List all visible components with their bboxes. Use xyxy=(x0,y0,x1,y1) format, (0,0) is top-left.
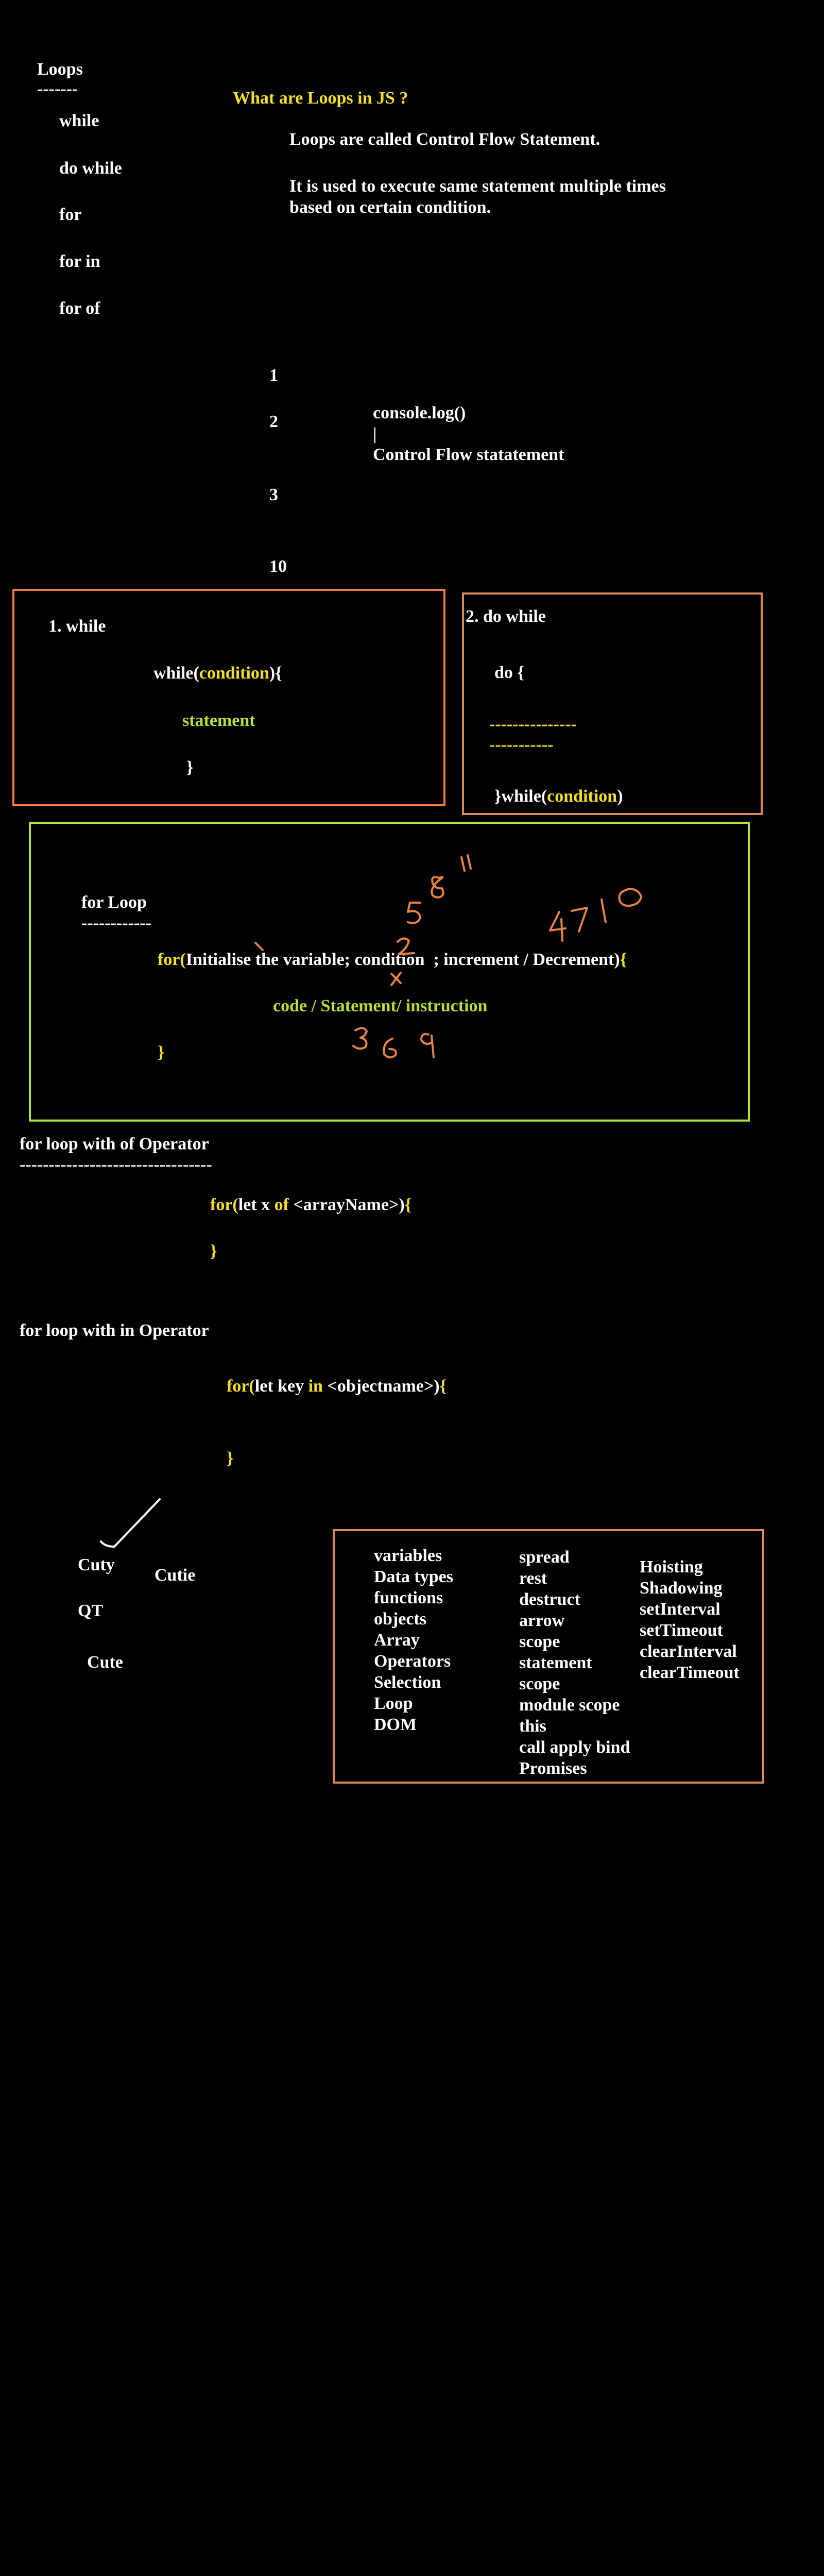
topic-col1-item: Loop xyxy=(374,1694,413,1713)
topic-col2-item: Promises xyxy=(519,1759,587,1778)
while-statement: statement xyxy=(182,711,255,730)
for-loop-underline: ------------ xyxy=(81,913,151,933)
do-while-close-pre: }while( xyxy=(494,787,547,806)
do-while-close: }while(condition) xyxy=(494,788,623,805)
while-title: 1. while xyxy=(48,617,106,636)
for-of-open: { xyxy=(404,1195,412,1214)
for-loop-brace: } xyxy=(158,1043,165,1062)
number-3: 3 xyxy=(269,485,278,504)
do-while-dash-1: --------------- xyxy=(489,715,577,734)
for-syntax-body: Initialise the variable; condition ; inc… xyxy=(185,950,620,969)
for-loop-statement: code / Statement/ instruction xyxy=(273,996,488,1015)
while-close: ){ xyxy=(269,664,282,683)
for-in-keyword: for( xyxy=(227,1377,255,1396)
while-keyword: while( xyxy=(153,664,199,683)
for-of-underline: --------------------------------- xyxy=(20,1155,212,1174)
topic-col2-item: module scope xyxy=(519,1696,620,1715)
for-of-title: for loop with of Operator xyxy=(20,1134,209,1154)
topic-col3-item: Shadowing xyxy=(640,1579,723,1598)
for-in-open: { xyxy=(439,1377,447,1396)
for-keyword: for( xyxy=(158,950,186,969)
for-open-brace: { xyxy=(620,950,627,969)
topic-col3-item: clearInterval xyxy=(640,1642,737,1661)
for-of-brace: } xyxy=(210,1242,217,1261)
for-of-keyword: for( xyxy=(210,1195,238,1214)
topic-col1-item: Data types xyxy=(374,1567,453,1586)
intro-line-2: It is used to execute same statement mul… xyxy=(289,177,666,196)
do-while-open: do { xyxy=(494,663,524,682)
for-of-post: <arrayName>) xyxy=(288,1195,405,1214)
for-in-operator: in xyxy=(308,1377,323,1396)
while-syntax: while(condition){ xyxy=(153,665,282,682)
name-qt: QT xyxy=(78,1601,104,1620)
console-note-line-3: Control Flow statatement xyxy=(373,445,564,464)
for-loop-syntax: for(Initialise the variable; condition ;… xyxy=(158,951,627,969)
topic-col2-item: call apply bind xyxy=(519,1738,630,1757)
for-in-syntax: for(let key in <objectname>){ xyxy=(227,1378,447,1395)
do-while-dash-2: ----------- xyxy=(489,735,554,754)
while-condition: condition xyxy=(199,664,269,683)
topic-col1-item: Selection xyxy=(374,1673,441,1692)
topic-col3-item: Hoisting xyxy=(640,1557,703,1577)
name-cutie: Cutie xyxy=(154,1566,196,1585)
topic-col3-item: clearTimeout xyxy=(640,1663,740,1682)
for-in-title: for loop with in Operator xyxy=(20,1321,209,1340)
sidebar-item-for: for xyxy=(59,205,82,224)
for-in-pre: let key xyxy=(254,1377,308,1396)
for-in-post: <objectname>) xyxy=(322,1377,440,1396)
while-box xyxy=(12,589,445,806)
topic-col2-item: statement xyxy=(519,1653,592,1672)
topic-col1-item: objects xyxy=(374,1609,426,1629)
do-while-title: 2. do while xyxy=(466,607,546,626)
number-2: 2 xyxy=(269,412,278,431)
topic-col2-item: destruct xyxy=(519,1590,580,1609)
for-of-operator: of xyxy=(274,1195,289,1214)
sidebar-item-for-in: for in xyxy=(59,252,100,271)
topic-col2-item: scope xyxy=(519,1674,560,1693)
for-in-brace: } xyxy=(227,1449,234,1468)
topic-col2-item: spread xyxy=(519,1548,570,1567)
topic-col1-item: Operators xyxy=(374,1652,451,1671)
do-while-condition: condition xyxy=(547,787,617,806)
sidebar-underline: ------- xyxy=(37,79,78,98)
while-brace: } xyxy=(186,758,194,777)
topic-col1-item: DOM xyxy=(374,1715,417,1734)
intro-line-3: based on certain condition. xyxy=(289,198,491,217)
topic-col2-item: arrow xyxy=(519,1611,565,1630)
sidebar-title: Loops xyxy=(37,60,83,79)
number-1: 1 xyxy=(269,366,278,385)
number-10: 10 xyxy=(269,557,287,576)
topics-box xyxy=(333,1529,764,1784)
console-note-line-1: console.log() xyxy=(373,403,466,422)
sidebar-item-do-while: do while xyxy=(59,159,122,178)
topic-col3-item: setTimeout xyxy=(640,1621,723,1640)
for-of-pre: let x xyxy=(238,1195,274,1214)
console-note-line-2: | xyxy=(373,425,377,444)
intro-heading: What are Loops in JS ? xyxy=(233,89,408,108)
topic-col1-item: variables xyxy=(374,1546,442,1565)
topic-col3-item: setInterval xyxy=(640,1600,720,1619)
sidebar-item-while: while xyxy=(59,111,99,130)
topic-col1-item: Array xyxy=(374,1631,420,1650)
topic-col2-item: this xyxy=(519,1717,546,1736)
name-cute: Cute xyxy=(87,1653,123,1672)
intro-line-1: Loops are called Control Flow Statement. xyxy=(289,130,600,149)
topic-col2-item: scope xyxy=(519,1632,560,1651)
for-loop-title: for Loop xyxy=(81,893,147,912)
for-of-syntax: for(let x of <arrayName>){ xyxy=(210,1196,411,1214)
name-cuty: Cuty xyxy=(78,1555,115,1574)
for-loop-box xyxy=(29,822,750,1122)
do-while-box xyxy=(462,592,763,815)
sidebar-item-for-of: for of xyxy=(59,299,100,318)
topic-col1-item: functions xyxy=(374,1588,443,1607)
do-while-close-post: ) xyxy=(617,787,623,806)
topic-col2-item: rest xyxy=(519,1569,547,1588)
